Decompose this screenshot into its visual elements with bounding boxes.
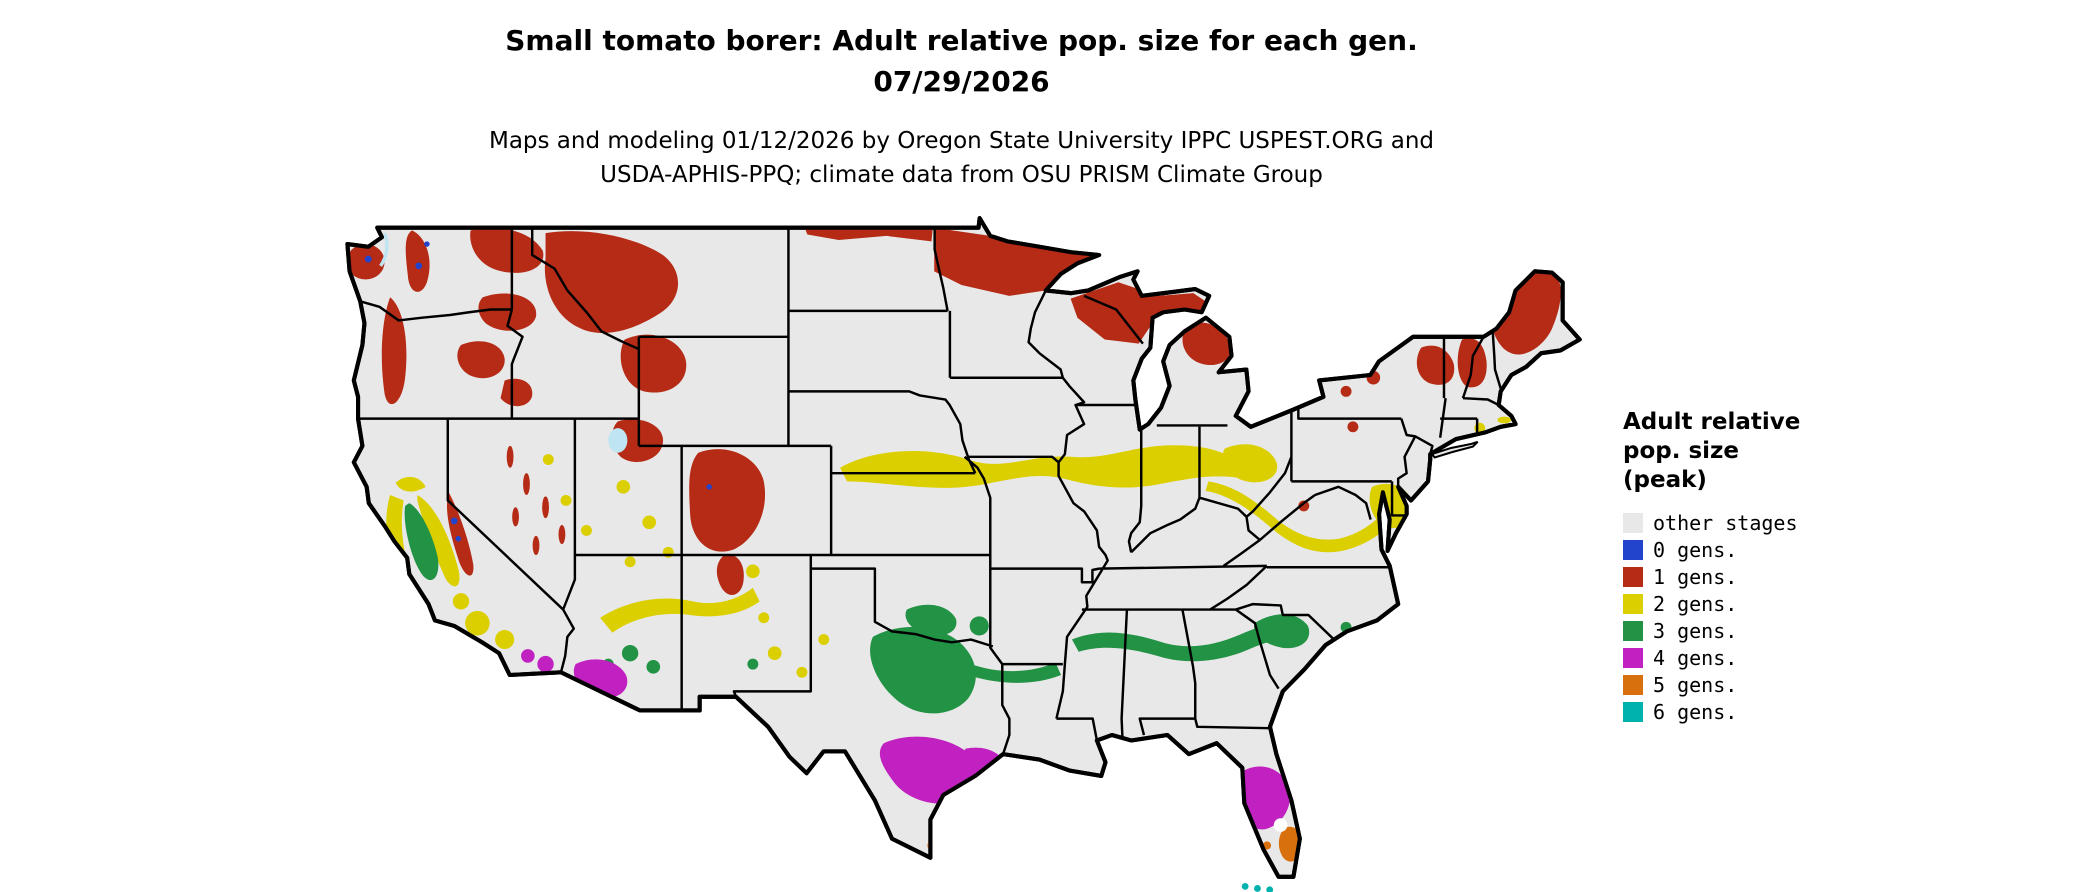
- legend-swatch-3-gens: [1623, 620, 1643, 641]
- legend-swatch-2-gens: [1623, 593, 1643, 614]
- legend-row-1-gens: 1 gens.: [1623, 563, 1953, 590]
- legend-title-line1: Adult relative: [1623, 409, 1801, 435]
- legend-swatch-4-gens: [1623, 647, 1643, 668]
- long-island: [1430, 440, 1479, 459]
- legend-items: other stages 0 gens. 1 gens. 2 gens. 3 g…: [1623, 509, 1953, 725]
- legend-swatch-5-gens: [1623, 674, 1643, 695]
- gen-6-regions: [1241, 882, 1274, 892]
- legend-label-1-gens: 1 gens.: [1653, 564, 1738, 589]
- gen-1-regions: [347, 227, 1561, 595]
- legend-row-0-gens: 0 gens.: [1623, 536, 1953, 563]
- gen-3-regions: [404, 503, 1352, 714]
- legend-title-line2: pop. size: [1623, 438, 1740, 464]
- legend-row-2-gens: 2 gens.: [1623, 590, 1953, 617]
- map-subtitle: Maps and modeling 01/12/2026 by Oregon S…: [341, 124, 1582, 192]
- water-features: [379, 232, 1288, 832]
- gen-2-regions: [386, 416, 1512, 678]
- map-title: Small tomato borer: Adult relative pop. …: [341, 20, 1582, 102]
- great-salt-lake: [608, 428, 628, 453]
- legend-label-2-gens: 2 gens.: [1653, 591, 1738, 616]
- national-outline: [345, 216, 1582, 879]
- legend-row-4-gens: 4 gens.: [1623, 644, 1953, 671]
- legend-title-line3: (peak): [1623, 467, 1707, 493]
- map-subtitle-line1: Maps and modeling 01/12/2026 by Oregon S…: [488, 128, 1435, 154]
- legend-swatch-1-gens: [1623, 566, 1643, 587]
- map-title-date: 07/29/2026: [873, 65, 1050, 98]
- gen-5-regions: [927, 826, 1303, 862]
- gen-0-regions: [364, 241, 712, 542]
- legend-row-3-gens: 3 gens.: [1623, 617, 1953, 644]
- legend-swatch-other-stages: [1623, 512, 1643, 533]
- legend-label-6-gens: 6 gens.: [1653, 699, 1738, 724]
- legend-row-5-gens: 5 gens.: [1623, 671, 1953, 698]
- legend-label-3-gens: 3 gens.: [1653, 618, 1738, 643]
- state-borders: [358, 227, 1502, 755]
- legend-label-4-gens: 4 gens.: [1653, 645, 1738, 670]
- legend-swatch-6-gens: [1623, 701, 1643, 722]
- legend-swatch-0-gens: [1623, 539, 1643, 560]
- map-legend: Adult relative pop. size (peak) other st…: [1623, 408, 1953, 725]
- legend-row-6-gens: 6 gens.: [1623, 698, 1953, 725]
- lake-okeechobee: [1273, 818, 1288, 832]
- map-title-line1: Small tomato borer: Adult relative pop. …: [505, 24, 1418, 57]
- legend-title: Adult relative pop. size (peak): [1623, 408, 1953, 495]
- legend-row-other-stages: other stages: [1623, 509, 1953, 536]
- puget-sound: [379, 232, 389, 267]
- us-choropleth-map: [345, 216, 1582, 892]
- legend-label-5-gens: 5 gens.: [1653, 672, 1738, 697]
- legend-label-0-gens: 0 gens.: [1653, 537, 1738, 562]
- legend-label-other-stages: other stages: [1653, 510, 1798, 535]
- map-subtitle-line2: USDA-APHIS-PPQ; climate data from OSU PR…: [600, 162, 1323, 188]
